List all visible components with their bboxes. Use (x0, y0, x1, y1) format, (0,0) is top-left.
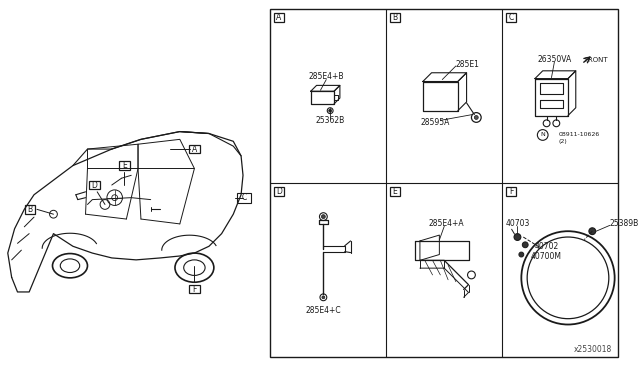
Circle shape (329, 109, 332, 112)
Text: 25389B: 25389B (610, 219, 639, 228)
Circle shape (519, 252, 524, 257)
Text: C: C (241, 193, 246, 202)
Bar (89, 181, 100, 189)
Text: D: D (276, 187, 282, 196)
Bar (506, 13, 516, 22)
Text: 285E4+B: 285E4+B (308, 72, 344, 81)
Text: (2): (2) (558, 139, 567, 144)
Bar (274, 13, 284, 22)
Text: N: N (540, 132, 545, 138)
Circle shape (522, 242, 528, 248)
Bar (25, 205, 35, 214)
Text: 285E1: 285E1 (456, 60, 480, 68)
Text: A: A (276, 13, 282, 22)
Text: E: E (122, 161, 127, 170)
Circle shape (514, 234, 521, 240)
Text: 25362B: 25362B (316, 116, 345, 125)
Bar (506, 187, 516, 196)
Bar (270, 9, 618, 357)
Text: 285E4+A: 285E4+A (428, 219, 464, 228)
Text: 40703: 40703 (505, 219, 530, 228)
Text: D: D (92, 180, 97, 189)
Text: x2530018: x2530018 (574, 345, 612, 354)
Text: FRONT: FRONT (584, 57, 608, 63)
Text: A: A (192, 145, 197, 154)
Text: 285E4+C: 285E4+C (305, 307, 341, 315)
Text: C: C (508, 13, 513, 22)
Circle shape (474, 116, 478, 119)
Text: 40702: 40702 (535, 242, 559, 251)
Text: F: F (509, 187, 513, 196)
Text: B: B (392, 13, 397, 22)
Bar (390, 187, 400, 196)
Circle shape (322, 296, 325, 299)
Text: 28595A: 28595A (421, 118, 451, 127)
Bar (237, 193, 251, 202)
Bar (119, 161, 130, 170)
Text: 26350VA: 26350VA (537, 55, 572, 64)
Bar (390, 13, 400, 22)
Text: B: B (28, 205, 33, 214)
Text: E: E (392, 187, 397, 196)
Text: 08911-10626: 08911-10626 (558, 132, 600, 138)
Circle shape (589, 228, 596, 235)
Bar (189, 285, 200, 294)
Text: F: F (192, 285, 196, 294)
Circle shape (321, 215, 325, 219)
Text: 40700M: 40700M (531, 252, 562, 261)
Bar (189, 145, 200, 153)
Bar (274, 187, 284, 196)
